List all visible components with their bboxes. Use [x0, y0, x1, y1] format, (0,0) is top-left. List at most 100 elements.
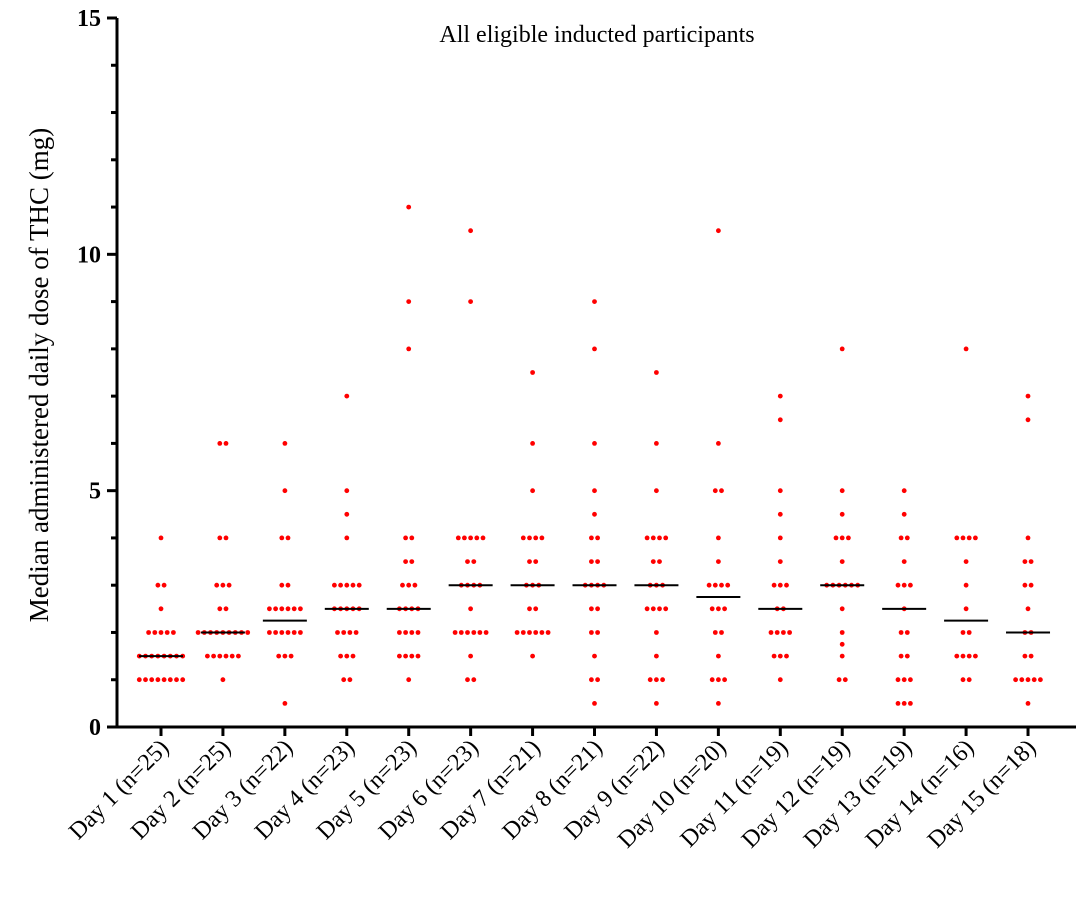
data-point [533, 559, 539, 564]
data-point [722, 677, 727, 683]
data-point [406, 204, 412, 210]
data-point [341, 677, 347, 683]
data-point [966, 653, 972, 659]
data-point [474, 535, 480, 541]
data-point [344, 393, 350, 399]
data-point [904, 630, 910, 635]
data-point [660, 677, 665, 683]
data-point [356, 582, 362, 588]
x-tick-label: Day 15 (n=18) [923, 735, 1041, 853]
data-point [1025, 606, 1031, 612]
data-point [777, 393, 783, 399]
data-point [530, 488, 535, 494]
data-point [468, 228, 473, 234]
data-point [291, 606, 297, 612]
data-point [963, 606, 969, 612]
x-tick-label: Day 11 (n=19) [676, 735, 794, 853]
data-point [409, 559, 415, 564]
x-tick-label: Day 10 (n=20) [613, 735, 731, 853]
data-point [592, 701, 597, 706]
data-point [1013, 677, 1018, 683]
data-point [520, 630, 526, 635]
data-point [468, 299, 473, 304]
data-point [722, 606, 727, 612]
data-point [908, 701, 913, 706]
data-points [136, 204, 1043, 706]
data-point [161, 677, 167, 683]
data-point [539, 630, 545, 635]
data-point [214, 582, 220, 588]
data-point [960, 677, 966, 683]
data-point [338, 582, 343, 588]
data-point [839, 511, 845, 517]
data-point [781, 630, 786, 635]
data-point [285, 630, 291, 635]
data-point [592, 511, 597, 517]
data-point [839, 488, 845, 494]
x-ticks: Day 1 (n=25)Day 2 (n=25)Day 3 (n=22)Day … [64, 727, 1041, 853]
data-point [833, 535, 839, 541]
data-point [901, 582, 907, 588]
data-point [285, 535, 291, 541]
data-point [654, 701, 659, 706]
data-point [774, 630, 780, 635]
data-point [595, 606, 600, 612]
data-point [282, 701, 288, 706]
data-point [719, 488, 724, 494]
data-point [960, 535, 966, 541]
y-tick-label: 15 [77, 6, 101, 32]
data-point [842, 677, 848, 683]
data-point [901, 488, 907, 494]
data-point [839, 653, 845, 659]
data-point [223, 441, 229, 446]
data-point [716, 653, 721, 659]
data-point [471, 559, 477, 564]
data-point [465, 559, 470, 564]
data-point [904, 653, 910, 659]
data-point [725, 582, 731, 588]
data-point [338, 653, 343, 659]
data-point [963, 582, 969, 588]
data-point [350, 582, 356, 588]
data-point [217, 535, 223, 541]
data-point [527, 559, 532, 564]
data-point [530, 370, 535, 375]
data-point [771, 582, 777, 588]
data-point [465, 630, 470, 635]
data-point [595, 535, 600, 541]
data-point [452, 630, 458, 635]
data-point [777, 582, 783, 588]
data-point [963, 559, 969, 564]
data-point [654, 653, 659, 659]
data-point [458, 630, 464, 635]
data-point [332, 582, 337, 588]
chart-title: All eligible inducted participants [439, 22, 754, 48]
data-point [595, 630, 600, 635]
data-point [288, 653, 294, 659]
data-point [174, 677, 179, 683]
data-point [654, 441, 659, 446]
data-point [279, 582, 285, 588]
data-point [341, 630, 347, 635]
data-point [406, 677, 412, 683]
data-point [146, 630, 152, 635]
data-point [347, 677, 353, 683]
data-point [223, 606, 229, 612]
data-point [267, 630, 272, 635]
data-point [462, 535, 467, 541]
data-point [298, 630, 303, 635]
data-point [149, 677, 155, 683]
data-point [530, 441, 535, 446]
data-point [155, 677, 161, 683]
y-tick-label: 5 [89, 479, 101, 505]
data-point [412, 582, 418, 588]
data-point [415, 630, 421, 635]
data-point [347, 630, 353, 635]
data-point [471, 677, 477, 683]
data-point [901, 701, 907, 706]
data-point [719, 582, 724, 588]
data-point [716, 701, 721, 706]
data-point [777, 653, 783, 659]
data-point [901, 559, 907, 564]
data-point [777, 559, 783, 564]
